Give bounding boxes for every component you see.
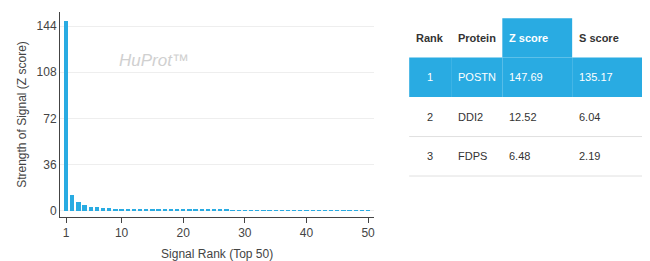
svg-text:144: 144 — [37, 19, 57, 33]
svg-text:36: 36 — [43, 158, 57, 172]
svg-text:Z score: Z score — [509, 32, 548, 44]
svg-text:50: 50 — [361, 226, 375, 240]
svg-text:Rank: Rank — [416, 32, 444, 44]
svg-text:1: 1 — [63, 226, 70, 240]
svg-text:6.48: 6.48 — [509, 150, 530, 162]
svg-text:108: 108 — [37, 65, 57, 79]
svg-text:72: 72 — [43, 112, 57, 126]
svg-text:30: 30 — [238, 226, 252, 240]
svg-text:2: 2 — [427, 111, 433, 123]
svg-text:FDPS: FDPS — [458, 150, 487, 162]
svg-text:1: 1 — [427, 71, 433, 83]
svg-text:Protein: Protein — [458, 32, 496, 44]
svg-text:12.52: 12.52 — [509, 111, 537, 123]
svg-text:135.17: 135.17 — [579, 71, 613, 83]
svg-text:Signal Rank (Top 50): Signal Rank (Top 50) — [161, 247, 273, 261]
svg-text:2.19: 2.19 — [579, 150, 600, 162]
svg-text:DDI2: DDI2 — [458, 111, 483, 123]
svg-text:147.69: 147.69 — [509, 71, 543, 83]
svg-text:0: 0 — [50, 204, 57, 218]
svg-text:S score: S score — [579, 32, 619, 44]
svg-text:20: 20 — [177, 226, 191, 240]
svg-text:3: 3 — [427, 150, 433, 162]
svg-text:Strength of Signal (Z score): Strength of Signal (Z score) — [15, 41, 29, 188]
svg-text:6.04: 6.04 — [579, 111, 600, 123]
svg-text:HuProt™: HuProt™ — [119, 51, 189, 70]
svg-text:10: 10 — [115, 226, 129, 240]
svg-text:40: 40 — [300, 226, 314, 240]
svg-text:POSTN: POSTN — [458, 71, 496, 83]
